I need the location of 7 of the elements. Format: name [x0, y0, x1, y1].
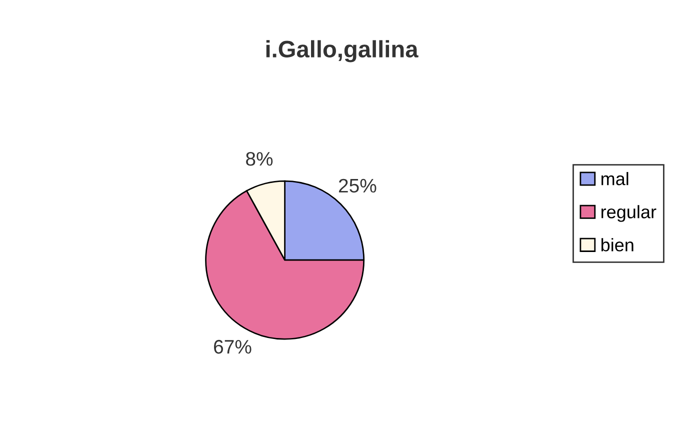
data-label: 67%	[214, 340, 252, 354]
legend-label: regular	[602, 205, 656, 222]
data-label: 8%	[246, 152, 273, 166]
data-label: 25%	[338, 178, 376, 193]
chart-title: i.Gallo,gallina	[266, 40, 418, 62]
legend-label: bien	[601, 238, 634, 252]
legend-label: mal	[602, 172, 628, 186]
